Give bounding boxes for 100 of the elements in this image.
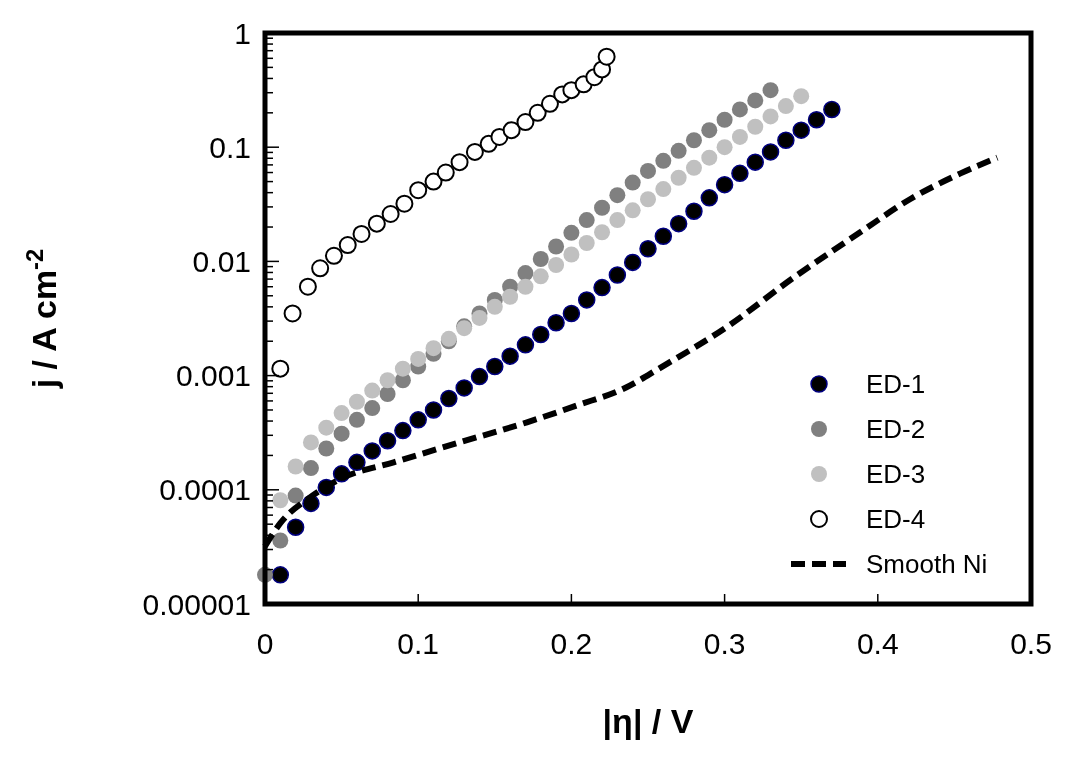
point [777, 98, 794, 115]
x-tick-label: 0.1 [397, 627, 440, 660]
point [381, 205, 400, 224]
point [654, 227, 673, 246]
point [548, 257, 565, 273]
point [577, 291, 596, 309]
point [436, 163, 455, 182]
point [793, 88, 810, 105]
point [716, 139, 733, 156]
point [352, 224, 371, 243]
point [486, 298, 503, 315]
point [578, 212, 595, 229]
point [410, 350, 427, 367]
point [272, 492, 289, 509]
point [701, 122, 718, 139]
point [348, 453, 366, 472]
point [528, 103, 547, 122]
point [379, 372, 396, 389]
point [440, 389, 458, 408]
point [395, 194, 414, 213]
point [655, 181, 672, 198]
y-tick-label: 0.00001 [142, 587, 251, 621]
point [700, 189, 719, 207]
point [685, 132, 702, 149]
point [594, 224, 611, 241]
point [624, 202, 641, 219]
point [486, 357, 504, 376]
point [597, 47, 616, 66]
point [409, 411, 427, 429]
point [302, 434, 319, 451]
point [563, 224, 580, 241]
point [609, 187, 626, 204]
point [517, 278, 534, 295]
point [333, 425, 350, 442]
point [548, 238, 565, 255]
point [471, 309, 488, 326]
point [502, 288, 519, 305]
point [762, 108, 779, 125]
point [302, 460, 319, 477]
point [324, 246, 343, 265]
point [364, 382, 381, 399]
point [624, 174, 641, 191]
point [655, 152, 672, 169]
y-tick-label: 0.01 [192, 244, 251, 278]
point [425, 340, 442, 357]
y-tick-label: 1 [234, 16, 251, 50]
point [318, 419, 335, 436]
point [747, 118, 764, 135]
point [731, 128, 748, 145]
point [450, 153, 469, 172]
point [502, 121, 521, 140]
point [311, 259, 330, 278]
point [271, 566, 290, 584]
point [715, 175, 734, 194]
point [532, 325, 550, 344]
point [761, 143, 780, 161]
point [424, 172, 443, 191]
point [516, 336, 535, 354]
point [746, 153, 764, 171]
point [623, 253, 642, 272]
point [271, 359, 290, 378]
x-tick-label: 0.3 [703, 627, 746, 660]
point [640, 191, 656, 208]
point [792, 121, 810, 139]
point [563, 246, 580, 263]
point [608, 266, 627, 284]
point [639, 240, 657, 258]
point [807, 110, 826, 129]
point [532, 250, 549, 267]
x-tick-label: 0 [256, 627, 274, 660]
point [670, 142, 687, 159]
point [609, 212, 626, 229]
point [731, 101, 748, 118]
point [578, 234, 595, 251]
legend-label: ED-1 [866, 369, 926, 400]
point [731, 164, 749, 183]
point [287, 487, 304, 504]
legend-label: ED-4 [866, 504, 926, 535]
point [594, 199, 611, 216]
y-tick-label: 0.1 [209, 130, 251, 164]
point [286, 518, 305, 536]
point [424, 401, 443, 419]
point [364, 400, 381, 417]
point [501, 347, 519, 365]
point [640, 162, 656, 179]
point [455, 379, 473, 397]
point [338, 236, 357, 255]
point [470, 367, 489, 386]
x-tick-label: 0.5 [1010, 627, 1052, 660]
point [367, 214, 386, 233]
legend-label: Smooth Ni [866, 549, 988, 580]
point [348, 411, 365, 428]
point [394, 421, 412, 440]
point [379, 386, 396, 402]
legend-label: ED-2 [866, 414, 926, 445]
x-tick-label: 0.4 [856, 627, 899, 660]
x-tick-label: 0.2 [550, 627, 593, 660]
y-tick-label: 0.0001 [159, 473, 251, 507]
point [318, 440, 335, 457]
point [272, 532, 289, 549]
